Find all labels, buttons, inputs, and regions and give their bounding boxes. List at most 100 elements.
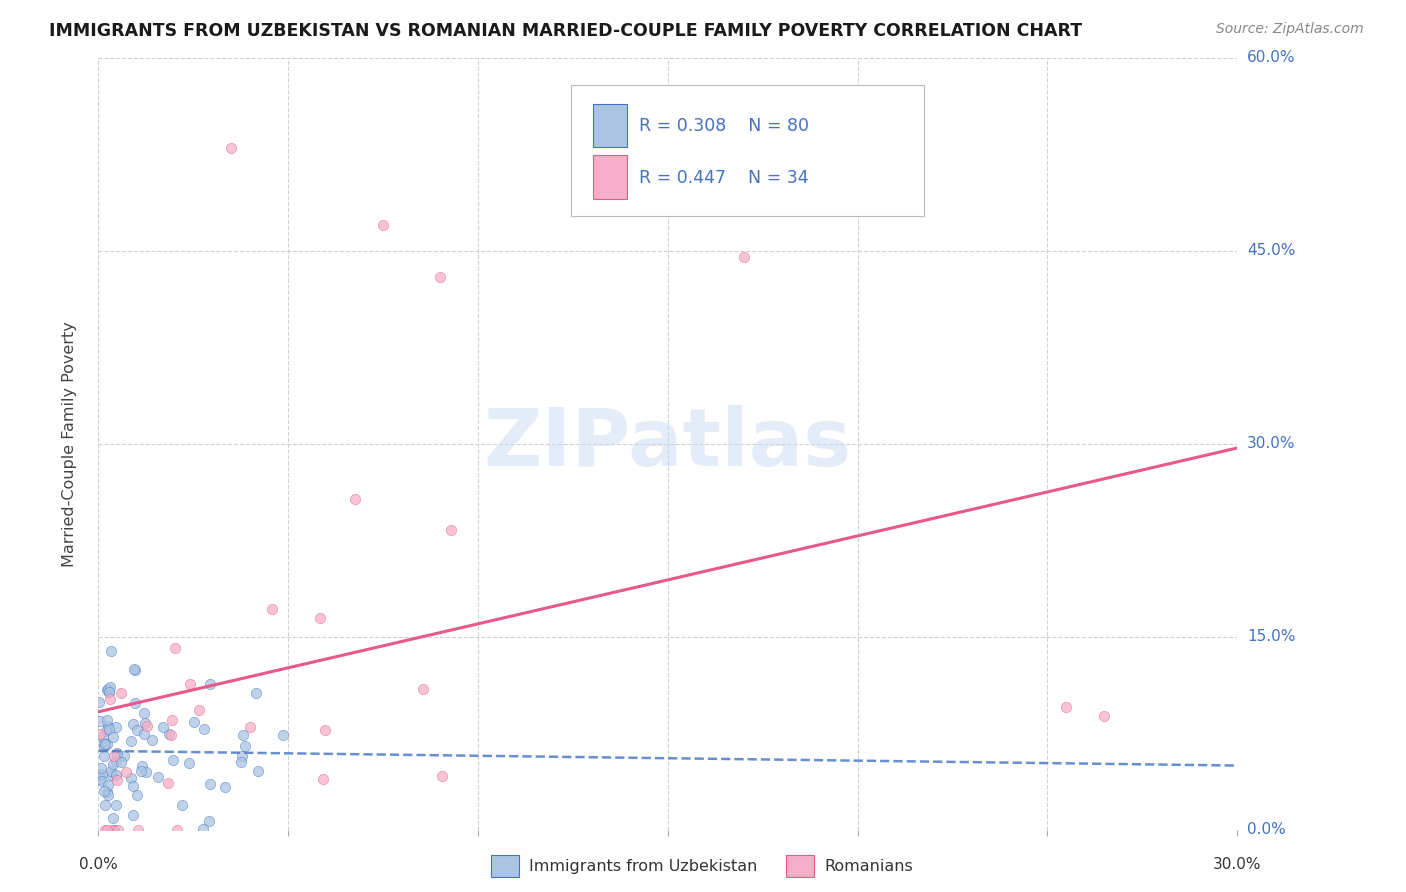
Text: 0.0%: 0.0% [79, 857, 118, 872]
Point [127, 788, 149, 802]
Point [100, 644, 122, 658]
Point [103, 822, 125, 837]
FancyBboxPatch shape [571, 85, 924, 216]
Point [98, 680, 121, 694]
Point [148, 770, 170, 784]
Point [122, 662, 145, 676]
Point [193, 822, 215, 836]
Point [239, 720, 262, 734]
Point [132, 727, 155, 741]
Point [200, 777, 222, 791]
Text: Romanians: Romanians [824, 859, 912, 873]
Point [89, 714, 111, 728]
Point [100, 764, 122, 778]
Text: Immigrants from Uzbekistan: Immigrants from Uzbekistan [529, 859, 756, 873]
Point [221, 141, 243, 155]
Point [105, 767, 128, 781]
Point [214, 780, 236, 795]
Point [166, 822, 188, 837]
Text: ZIPatlas: ZIPatlas [484, 405, 852, 483]
Point [94, 724, 117, 739]
Point [97, 681, 120, 696]
Point [141, 733, 163, 747]
Point [247, 764, 270, 779]
Y-axis label: Married-Couple Family Poverty: Married-Couple Family Poverty [62, 321, 77, 566]
Point [94, 737, 117, 751]
Point [107, 822, 129, 837]
Point [98, 692, 121, 706]
Text: Source: ZipAtlas.com: Source: ZipAtlas.com [1216, 22, 1364, 37]
Point [120, 771, 142, 785]
Point [343, 491, 366, 506]
Point [101, 768, 124, 782]
Point [124, 696, 146, 710]
Point [271, 728, 294, 742]
Point [112, 749, 135, 764]
Point [156, 775, 179, 789]
Point [172, 797, 194, 812]
Point [193, 722, 215, 736]
Point [97, 788, 120, 802]
Text: 15.0%: 15.0% [1247, 629, 1295, 644]
Point [96, 713, 118, 727]
Point [134, 716, 156, 731]
Point [94, 798, 117, 813]
Point [122, 716, 145, 731]
Point [97, 779, 120, 793]
Point [105, 747, 128, 762]
Point [93, 749, 115, 764]
Point [104, 798, 127, 813]
Point [94, 822, 117, 837]
Point [91, 766, 114, 780]
Point [93, 784, 115, 798]
Point [93, 740, 115, 755]
Point [198, 814, 221, 828]
Point [314, 723, 336, 738]
Point [110, 686, 132, 700]
Point [98, 685, 121, 699]
Point [104, 754, 127, 768]
Point [124, 663, 146, 677]
Point [232, 727, 254, 741]
Point [1056, 700, 1078, 714]
Point [131, 759, 153, 773]
Point [122, 779, 145, 793]
Point [262, 602, 284, 616]
Text: 30.0%: 30.0% [1247, 436, 1295, 451]
Point [187, 703, 209, 717]
Point [89, 772, 111, 787]
Point [97, 719, 120, 733]
Point [163, 641, 186, 656]
Point [91, 773, 114, 788]
Text: R = 0.447    N = 34: R = 0.447 N = 34 [640, 169, 808, 186]
Point [103, 812, 125, 826]
Point [198, 677, 221, 691]
Text: 60.0%: 60.0% [1247, 51, 1295, 65]
Text: R = 0.308    N = 80: R = 0.308 N = 80 [640, 117, 810, 135]
Point [96, 822, 118, 837]
Point [105, 772, 128, 787]
Point [127, 822, 149, 837]
Point [103, 822, 125, 837]
Point [231, 749, 253, 764]
Point [89, 768, 111, 782]
Point [157, 726, 180, 740]
Point [179, 756, 201, 770]
Point [183, 715, 205, 730]
Point [439, 523, 461, 537]
Point [90, 761, 112, 775]
Point [115, 765, 138, 780]
Point [96, 784, 118, 798]
Point [160, 714, 183, 728]
Point [134, 706, 156, 720]
Text: 45.0%: 45.0% [1247, 244, 1295, 259]
FancyBboxPatch shape [593, 155, 627, 199]
Point [311, 772, 333, 786]
Point [309, 611, 332, 625]
Point [1094, 709, 1116, 723]
Point [91, 730, 114, 744]
Point [371, 218, 394, 232]
Point [733, 250, 755, 264]
Point [122, 808, 145, 822]
Point [96, 737, 118, 751]
